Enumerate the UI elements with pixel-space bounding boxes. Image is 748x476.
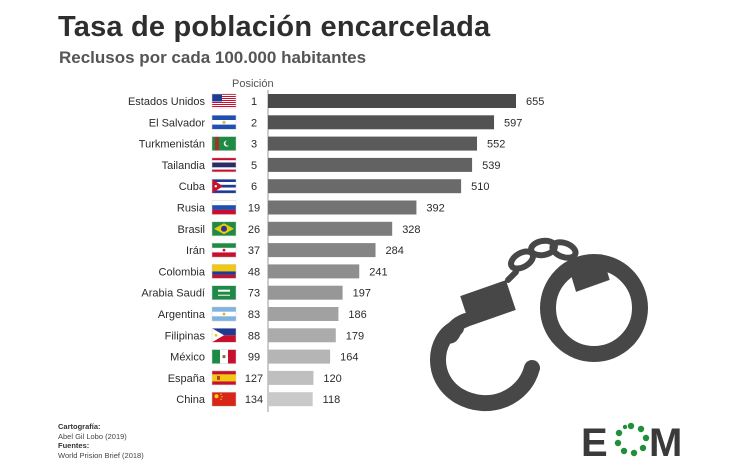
bar [268, 392, 313, 407]
china-flag-icon [211, 391, 237, 407]
bar [268, 136, 478, 151]
position-label: 127 [245, 373, 263, 385]
cartography-value: Abel Gil Lobo (2019) [58, 431, 127, 441]
turkmenistan-flag-icon [211, 136, 237, 151]
cartography-label: Cartografía: [58, 422, 101, 431]
value-label: 539 [482, 160, 500, 172]
bar [268, 349, 331, 364]
chart-title: Tasa de población encarcelada [58, 11, 491, 43]
position-label: 3 [251, 139, 257, 151]
category-label: Cuba [179, 181, 206, 193]
value-label: 552 [487, 139, 505, 151]
argentina-flag-icon [211, 306, 237, 322]
bar [268, 285, 343, 300]
position-label: 73 [248, 288, 260, 300]
position-column-header: Posición [232, 78, 274, 90]
category-label: Filipinas [165, 330, 206, 342]
sources-value: World Prision Brief (2018) [58, 450, 144, 460]
thailand-flag-icon [211, 157, 237, 173]
el-salvador-flag-icon [211, 115, 237, 130]
category-label: Tailandia [162, 160, 206, 172]
category-label: Rusia [177, 203, 206, 215]
value-label: 179 [346, 330, 364, 342]
value-label: 392 [426, 203, 444, 215]
eom-logo: E M [581, 421, 682, 462]
saudi-arabia-flag-icon [211, 285, 237, 300]
category-label: Brasil [177, 224, 205, 236]
value-label: 186 [348, 309, 366, 321]
bar [268, 370, 314, 385]
value-label: 120 [323, 373, 341, 385]
bar [268, 115, 495, 130]
cuba-flag-icon [211, 178, 237, 194]
category-label: México [170, 352, 205, 364]
category-label: China [176, 394, 206, 406]
value-label: 284 [386, 245, 404, 257]
us-flag-icon [211, 93, 237, 109]
spain-flag-icon [211, 370, 237, 386]
chart-subtitle: Reclusos por cada 100.000 habitantes [59, 48, 367, 67]
value-label: 597 [504, 117, 522, 129]
position-label: 99 [248, 352, 260, 364]
position-label: 48 [248, 266, 260, 278]
position-label: 19 [248, 203, 260, 215]
bar [268, 157, 473, 172]
brazil-flag-icon [211, 221, 237, 237]
value-label: 164 [340, 352, 358, 364]
bar [268, 264, 360, 279]
value-label: 118 [323, 394, 341, 406]
russia-flag-icon [211, 200, 237, 215]
category-label: Estados Unidos [128, 96, 206, 108]
category-label: España [168, 373, 206, 385]
value-label: 510 [471, 181, 489, 193]
handcuffs-icon [430, 237, 648, 412]
bar [268, 221, 393, 236]
bar [268, 328, 336, 343]
colombia-flag-icon [211, 264, 237, 279]
position-label: 6 [251, 181, 257, 193]
category-label: Irán [186, 245, 205, 257]
position-label: 1 [251, 96, 257, 108]
logo-letter-e: E [581, 421, 608, 462]
credits: Cartografía: Abel Gil Lobo (2019) Fuente… [58, 422, 144, 460]
category-label: Arabia Saudí [141, 288, 205, 300]
value-label: 241 [369, 266, 387, 278]
bar [268, 243, 376, 258]
category-label: El Salvador [149, 117, 206, 129]
value-label: 197 [353, 288, 371, 300]
bar [268, 200, 417, 215]
philippines-flag-icon [211, 328, 237, 343]
bar [268, 179, 462, 194]
logo-o-mark [614, 422, 650, 457]
position-label: 83 [248, 309, 260, 321]
category-label: Turkmenistán [139, 139, 205, 151]
iran-flag-icon [211, 242, 237, 258]
position-label: 26 [248, 224, 260, 236]
category-label: Argentina [158, 309, 206, 321]
logo-letter-m: M [649, 421, 682, 462]
position-label: 134 [245, 394, 263, 406]
bar [268, 94, 516, 108]
category-label: Colombia [159, 266, 206, 278]
position-label: 2 [251, 117, 257, 129]
position-label: 5 [251, 160, 257, 172]
mexico-flag-icon [211, 349, 237, 364]
position-label: 88 [248, 330, 260, 342]
sources-label: Fuentes: [58, 441, 90, 450]
bar [268, 307, 339, 321]
value-label: 328 [402, 224, 420, 236]
value-label: 655 [526, 96, 544, 108]
position-label: 37 [248, 245, 260, 257]
